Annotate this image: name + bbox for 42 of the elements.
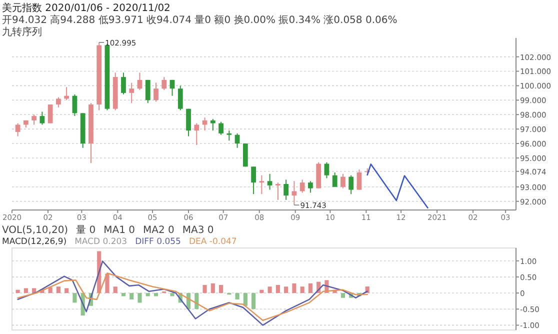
chart-title: 美元指数 2020/01/06 - 2020/11/02 [2,2,170,14]
bar [56,286,60,294]
bar [72,293,77,303]
bar [340,293,345,298]
annotation: 九转序列 [2,26,42,38]
text: MA1 0 [104,225,136,236]
text: 量 0 [76,225,96,236]
chart-title: MACD(12,26,9) [2,237,67,247]
bar [276,284,280,294]
series-label: MACD 0.203 [74,237,128,247]
bar [32,288,36,294]
bar [284,286,288,294]
text: MA3 0 [182,225,214,236]
bar [202,284,207,294]
bar [146,293,150,296]
line-series [366,164,428,208]
bar [219,284,224,294]
bar [300,286,304,294]
bar [252,293,256,310]
bar [235,293,240,300]
bar [121,293,126,296]
bar [138,293,142,303]
bar [64,288,69,294]
bar [130,293,134,300]
bar [170,293,174,296]
text: DIFF 0.055 [135,237,181,247]
text: DEA -0.047 [188,237,237,247]
bar [243,293,248,306]
line-series [17,272,368,322]
bar [308,283,312,294]
text: 开94.032 高94.288 低93.971 收94.074 量0 额0 换0.00% 振0.34% 涨0.058 0.06% [2,14,398,26]
bar [154,293,158,296]
bar [16,290,20,294]
bar [113,286,118,294]
bar [292,283,296,294]
line-series [17,260,368,326]
bar [268,286,272,294]
bar [260,290,264,294]
bar [210,283,215,294]
bar [24,288,28,294]
text: VOL(5,10,20) [2,225,68,236]
text: MA2 0 [143,225,174,236]
